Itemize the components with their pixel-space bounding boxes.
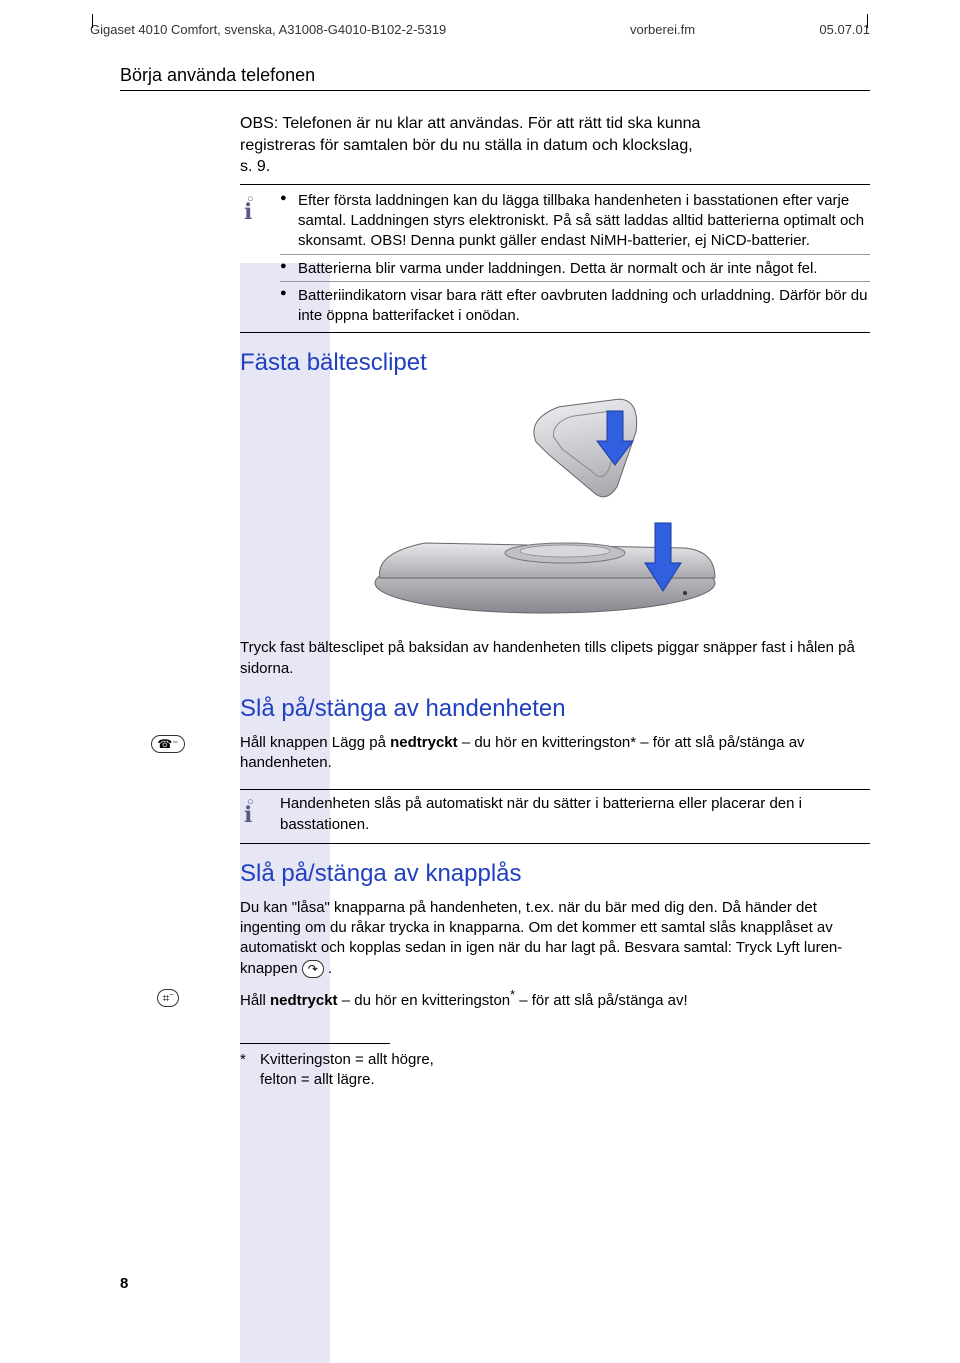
instruction-row-onoff: ☎⁻ Håll knappen Lägg på nedtryckt – du h… <box>240 733 870 778</box>
main-column: OBS: Telefonen är nu klar att användas. … <box>240 113 870 1091</box>
info-bullet: Efter första laddningen kan du lägga til… <box>280 191 870 252</box>
title-rule <box>120 90 870 91</box>
info-bullet: Batterierna blir varma under laddningen.… <box>280 254 870 279</box>
crop-mark <box>867 14 868 28</box>
hash-key-icon: ⌗⁻ <box>148 989 188 1007</box>
intro-line: OBS: Telefonen är nu klar att användas. … <box>240 115 700 132</box>
info-box-rule <box>240 332 870 333</box>
text: Håll <box>240 992 270 1009</box>
info2-text: Handenheten slås på automatiskt när du s… <box>280 794 870 835</box>
header-date: 05.07.01 <box>770 22 870 37</box>
info-box-1: ○ℹ︎ Efter första laddningen kan du lägga… <box>240 184 870 329</box>
info-icon: ○ℹ︎ <box>244 798 280 823</box>
header-filename: vorberei.fm <box>630 22 770 37</box>
info-icon: ○ℹ︎ <box>244 195 280 220</box>
info-icon-col: ○ℹ︎ <box>240 191 280 220</box>
info-icon-col: ○ℹ︎ <box>240 794 280 839</box>
intro-line: registreras för samtalen bör du nu ställ… <box>240 137 693 154</box>
info-body: Efter första laddningen kan du lägga til… <box>280 191 870 329</box>
info-box-2: ○ℹ︎ Handenheten slås på automatiskt när … <box>240 789 870 844</box>
footnote-line: Kvitteringston = allt högre, <box>260 1051 434 1068</box>
text: – för att slå på/stänga av! <box>515 992 688 1009</box>
text: Håll knappen Lägg på <box>240 734 390 751</box>
onoff-paragraph: Håll knappen Lägg på nedtryckt – du hör … <box>240 733 870 774</box>
footnote-star: * <box>240 1050 246 1070</box>
text-bold: nedtryckt <box>270 992 338 1009</box>
section-title: Börja använda telefonen <box>120 65 870 86</box>
footnote-line: felton = allt lägre. <box>260 1071 375 1088</box>
instruction-row-lock: ⌗⁻ Håll nedtryckt – du hör en kvittering… <box>240 987 870 1015</box>
footnote: * Kvitteringston = allt högre, felton = … <box>240 1050 870 1091</box>
lock-paragraph-1: Du kan "låsa" knapparna på handenheten, … <box>240 898 870 979</box>
info-bullet: Batteriindikatorn visar bara rätt efter … <box>280 281 870 327</box>
clip-paragraph: Tryck fast bältesclipet på baksidan av h… <box>240 638 870 679</box>
crop-mark <box>92 14 93 28</box>
lock-paragraph-2: Håll nedtryckt – du hör en kvitteringsto… <box>240 987 870 1011</box>
text: – du hör en kvitteringston <box>338 992 511 1009</box>
text: . <box>324 960 332 977</box>
info-bullet-list: Efter första laddningen kan du lägga til… <box>280 191 870 327</box>
page-number: 8 <box>120 1275 128 1292</box>
heading-clip: Fästa bältesclipet <box>240 349 870 377</box>
hangup-key-icon: ☎⁻ <box>148 735 188 753</box>
page-content: Börja använda telefonen OBS: Telefonen ä… <box>0 37 960 1091</box>
text-bold: nedtryckt <box>390 734 458 751</box>
footnote-rule <box>240 1043 390 1044</box>
header-doc-id: Gigaset 4010 Comfort, svenska, A31008-G4… <box>90 22 630 37</box>
heading-onoff: Slå på/stänga av handenheten <box>240 695 870 723</box>
lift-receiver-key-icon: ↷ <box>302 960 324 978</box>
intro-line: s. 9. <box>240 158 270 175</box>
heading-lock: Slå på/stänga av knapplås <box>240 860 870 888</box>
belt-clip-diagram <box>240 387 870 638</box>
intro-text: OBS: Telefonen är nu klar att användas. … <box>240 113 870 178</box>
instruction-body: Håll knappen Lägg på nedtryckt – du hör … <box>240 733 870 778</box>
instruction-body: Håll nedtryckt – du hör en kvitteringsto… <box>240 987 870 1015</box>
page-header: Gigaset 4010 Comfort, svenska, A31008-G4… <box>0 0 960 37</box>
